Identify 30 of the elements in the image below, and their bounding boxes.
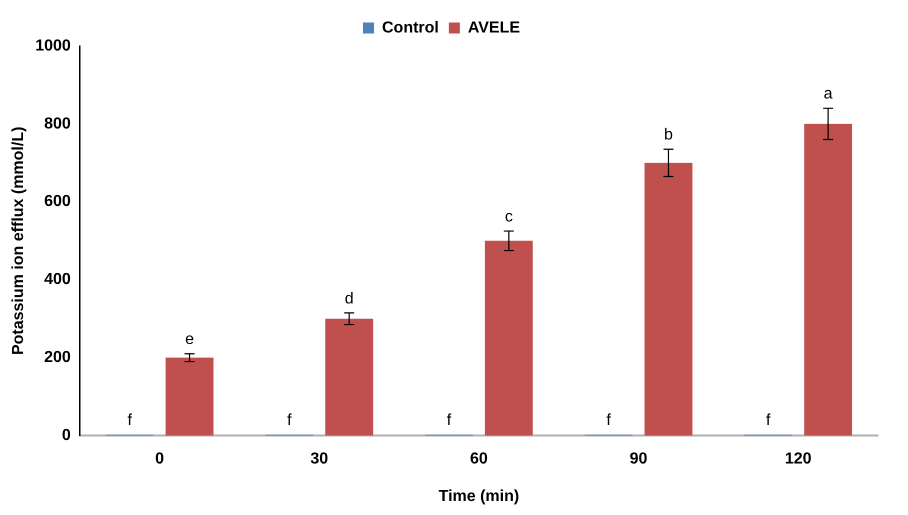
data-label: f [606, 412, 612, 430]
bar [484, 240, 533, 436]
legend-label: AVELE [468, 19, 520, 36]
data-label: d [344, 290, 354, 308]
y-tick-label: 400 [44, 271, 71, 288]
x-tick-label: 0 [155, 450, 164, 468]
data-label: a [824, 86, 833, 103]
x-axis-title: Time (min) [438, 488, 520, 505]
x-tick-label: 60 [470, 450, 488, 468]
x-tick-label: 120 [784, 450, 812, 468]
x-tick-label: 90 [630, 450, 648, 468]
data-label: b [664, 126, 674, 144]
bar [804, 124, 852, 436]
data-label: f [766, 412, 772, 430]
y-tick-label: 1000 [35, 37, 71, 54]
bar [166, 358, 214, 436]
y-axis-title: Potassium ion efflux (mmol/L) [10, 126, 28, 356]
y-tick-label: 800 [44, 115, 71, 132]
y-tick-label: 600 [44, 193, 71, 210]
bar [644, 162, 692, 436]
data-label: f [287, 412, 292, 430]
bar [325, 318, 374, 436]
legend-label: Control [382, 19, 439, 36]
data-label: e [185, 331, 194, 348]
data-label: c [504, 208, 513, 226]
y-tick-label: 200 [44, 349, 71, 366]
y-tick-label: 0 [62, 427, 71, 444]
data-label: f [127, 412, 132, 430]
x-tick-label: 30 [310, 450, 328, 468]
data-label: f [446, 412, 452, 430]
